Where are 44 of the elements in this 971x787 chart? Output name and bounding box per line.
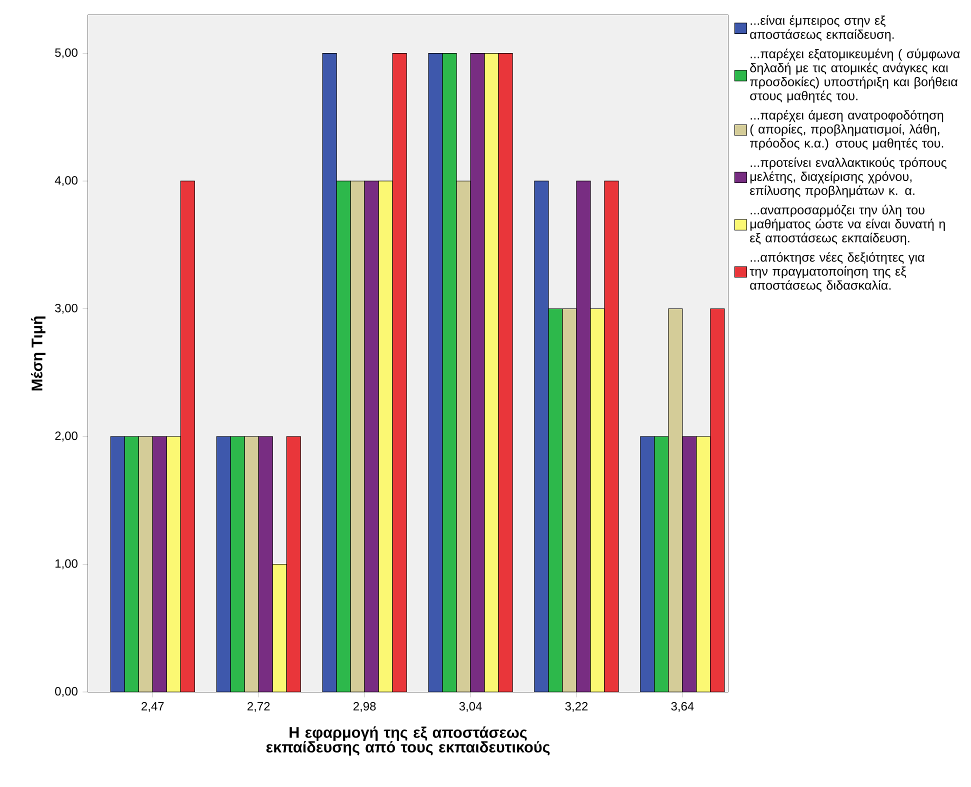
bar bbox=[654, 436, 669, 692]
y-axis-title: Μέση Τιμή bbox=[30, 316, 46, 390]
bar bbox=[442, 53, 457, 692]
legend-label: ...αναπροσαρμόζει την ύλη του μαθήματος ώστε να είναι δυνατή η εξ αποστάσεως εκπαίδευση. bbox=[750, 204, 945, 245]
bar bbox=[230, 436, 245, 692]
bar bbox=[378, 180, 393, 692]
bar bbox=[138, 436, 153, 692]
bar bbox=[244, 436, 259, 692]
bar bbox=[590, 308, 605, 692]
legend-label: ...απόκτησε νέες δεξιότητες για την πραγματοποίηση της εξ αποστάσεως διδασκαλία. bbox=[750, 252, 924, 292]
x-tick-label: 3,64 bbox=[671, 702, 694, 712]
legend-label: ...είναι έμπειρος στην εξ αποστάσεως εκπαίδευση. bbox=[750, 15, 894, 42]
y-tick-label: 1,00 bbox=[56, 559, 78, 570]
x-tick-label: 2,98 bbox=[353, 702, 376, 712]
x-tick-label: 2,47 bbox=[142, 702, 164, 712]
bar bbox=[576, 180, 591, 692]
bar bbox=[548, 308, 563, 692]
bar bbox=[124, 436, 139, 692]
y-tick-label: 3,00 bbox=[55, 304, 78, 314]
bar bbox=[696, 436, 711, 692]
y-tick-label: 4,00 bbox=[54, 176, 78, 186]
bar bbox=[668, 308, 683, 692]
bar bbox=[562, 308, 577, 692]
x-axis-title: Η εφαρμογή της εξ αποστάσεως εκπαίδευσης από τους εκπαιδευτικούς bbox=[266, 726, 550, 756]
bar bbox=[470, 53, 485, 692]
bar bbox=[166, 436, 181, 692]
bar bbox=[152, 436, 167, 692]
bar bbox=[682, 436, 697, 692]
bar bbox=[350, 180, 365, 692]
bar bbox=[336, 180, 351, 692]
bar bbox=[272, 564, 287, 692]
legend-label: ...προτείνει εναλλακτικούς τρόπους μελέτης, διαχείρισης χρόνου, επίλυσης προβλημάτων κ. α. bbox=[750, 157, 947, 198]
legend-label: ...παρέχει άμεση ανατροφοδότηση ( απορίες, προβληματισμοί, λάθη, πρόοδος κ.α.) στους μαθητές του. bbox=[750, 110, 944, 150]
y-tick-label: 2,00 bbox=[55, 432, 78, 442]
x-tick-label: 3,04 bbox=[459, 702, 482, 712]
legend-label: ...παρέχει εξατομικευμένη ( σύμφωνα δηλαδή με τις ατομικές ανάγκες και προσδοκίες) υποστήριξη και βοήθεια στους μαθητές του. bbox=[750, 48, 960, 103]
bar bbox=[258, 436, 273, 692]
x-tick-label: 2,72 bbox=[248, 702, 270, 712]
bar bbox=[364, 180, 379, 692]
bar bbox=[484, 53, 499, 692]
bar bbox=[456, 180, 471, 692]
y-tick-label: 0,00 bbox=[55, 687, 78, 697]
x-tick-label: 3,22 bbox=[565, 702, 588, 712]
y-tick-label: 5,00 bbox=[55, 48, 78, 58]
